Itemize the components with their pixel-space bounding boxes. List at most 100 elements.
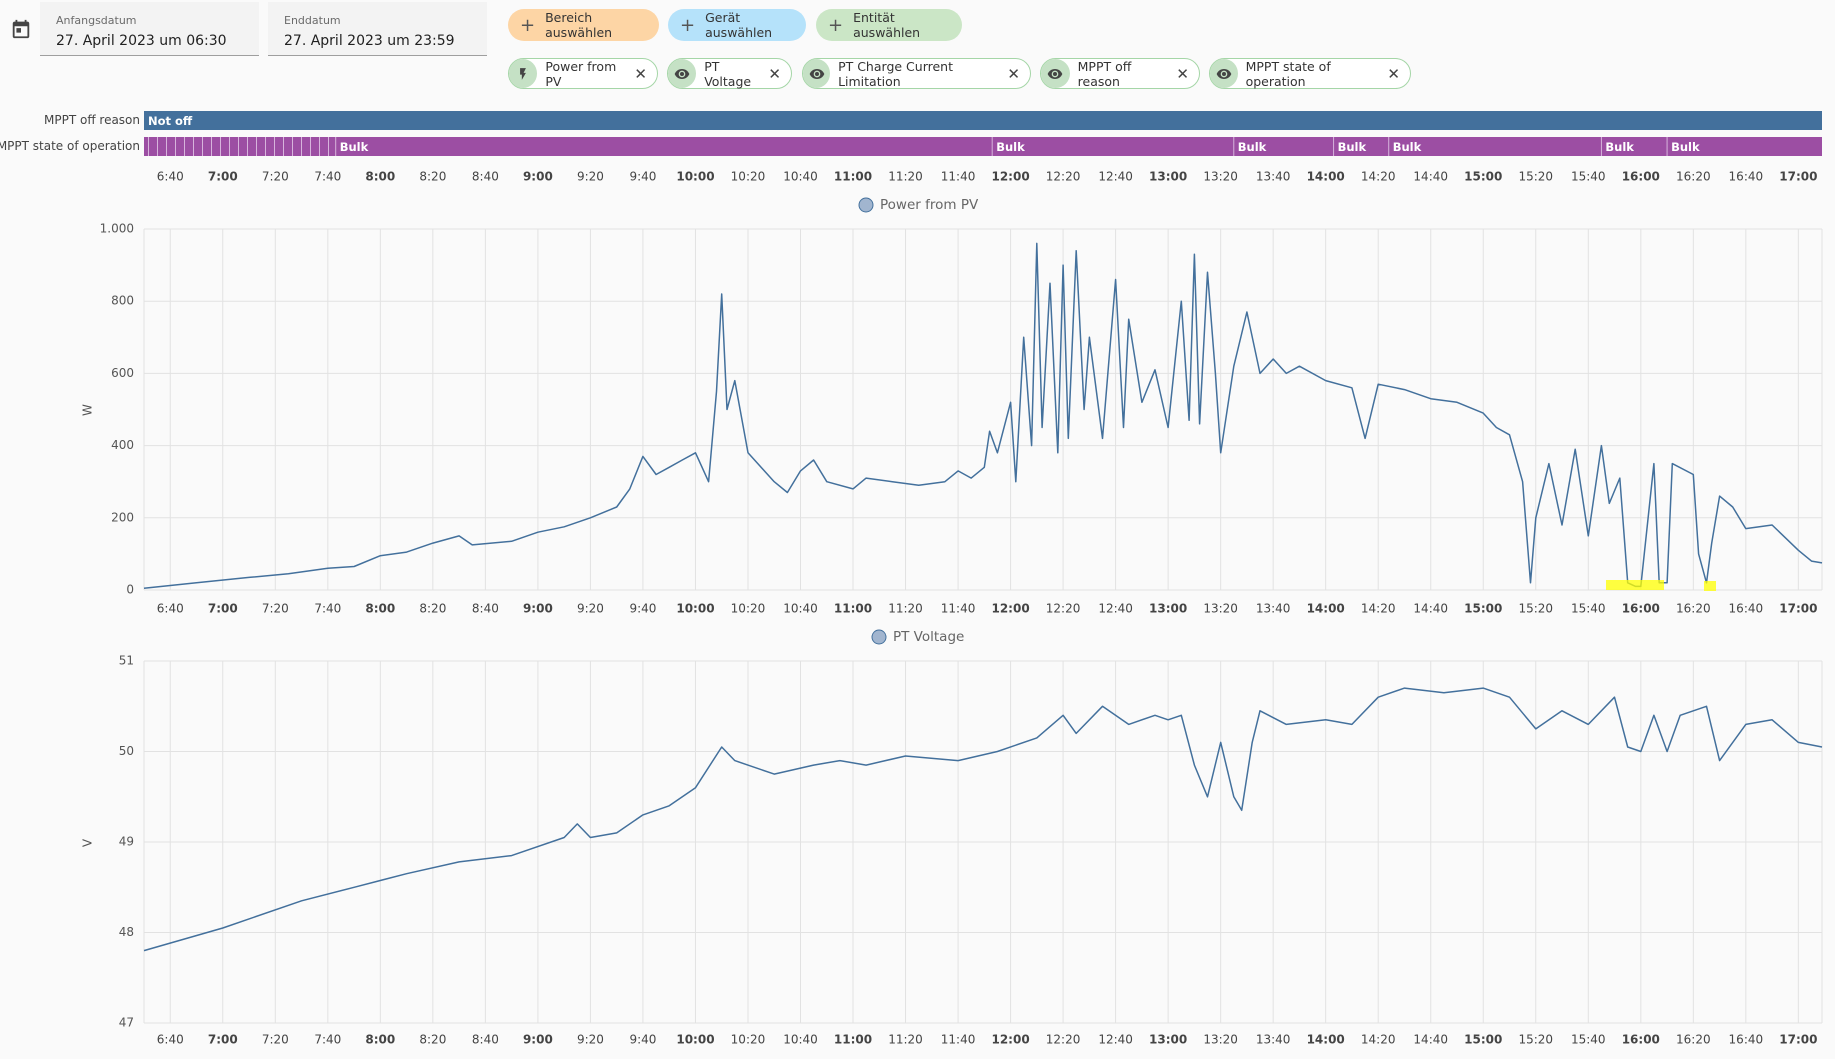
remove-chip[interactable]: ✕ bbox=[768, 64, 781, 83]
timeline-x-tick-label: 12:40 bbox=[1098, 170, 1133, 184]
x-tick-label: 14:40 bbox=[1413, 1033, 1448, 1047]
end-date[interactable]: Enddatum 27. April 2023 um 23:59 bbox=[268, 2, 487, 56]
remove-chip[interactable]: ✕ bbox=[1176, 64, 1189, 83]
timeline-row-label: MPPT state of operation bbox=[0, 139, 140, 153]
timeline-x-tick-label: 7:20 bbox=[262, 170, 289, 184]
y-axis-label: W bbox=[81, 404, 95, 416]
pick-device-button[interactable]: + Gerät auswählen bbox=[668, 9, 806, 41]
timeline-x-tick-label: 9:20 bbox=[577, 170, 604, 184]
y-tick-label: 47 bbox=[119, 1016, 134, 1030]
x-tick-label: 15:40 bbox=[1571, 602, 1606, 616]
x-tick-label: 14:20 bbox=[1361, 1033, 1396, 1047]
x-tick-label: 10:20 bbox=[731, 602, 766, 616]
timeline-segment bbox=[335, 137, 993, 156]
y-tick-label: 600 bbox=[111, 366, 134, 380]
x-tick-label: 13:00 bbox=[1149, 602, 1187, 616]
x-tick-label: 8:00 bbox=[365, 1033, 395, 1047]
data-line bbox=[143, 242, 1823, 589]
x-tick-label: 16:20 bbox=[1676, 1033, 1711, 1047]
x-tick-label: 11:40 bbox=[941, 602, 976, 616]
x-tick-label: 9:20 bbox=[577, 1033, 604, 1047]
entity-chip[interactable]: MPPT state of operation ✕ bbox=[1209, 58, 1411, 89]
y-tick-label: 0 bbox=[126, 583, 134, 597]
x-tick-label: 12:40 bbox=[1098, 1033, 1133, 1047]
remove-chip[interactable]: ✕ bbox=[634, 64, 647, 83]
remove-chip[interactable]: ✕ bbox=[1007, 64, 1020, 83]
y-tick-label: 48 bbox=[119, 925, 134, 939]
field-value: 27. April 2023 um 06:30 bbox=[56, 33, 227, 49]
timeline-x-tick-label: 17:00 bbox=[1779, 170, 1817, 184]
segment-label: Bulk bbox=[1338, 140, 1367, 154]
x-tick-label: 15:20 bbox=[1518, 602, 1553, 616]
timeline-x-tick-label: 11:20 bbox=[888, 170, 923, 184]
entity-chip[interactable]: Power from PV ✕ bbox=[508, 58, 658, 89]
highlight bbox=[1606, 580, 1664, 590]
remove-chip[interactable]: ✕ bbox=[1387, 64, 1400, 83]
data-line bbox=[143, 687, 1823, 952]
x-tick-label: 13:40 bbox=[1256, 1033, 1291, 1047]
timeline-x-tick-label: 15:20 bbox=[1518, 170, 1553, 184]
timeline-x-tick-label: 10:20 bbox=[731, 170, 766, 184]
timeline-x-tick-label: 16:20 bbox=[1676, 170, 1711, 184]
timeline-segment bbox=[144, 111, 1822, 130]
timeline-x-tick-label: 7:00 bbox=[208, 170, 238, 184]
x-tick-label: 8:20 bbox=[419, 1033, 446, 1047]
timeline-x-tick-label: 15:40 bbox=[1571, 170, 1606, 184]
x-tick-label: 16:00 bbox=[1622, 1033, 1660, 1047]
button-label: Gerät auswählen bbox=[705, 10, 773, 40]
timeline-x-tick-label: 11:40 bbox=[941, 170, 976, 184]
x-tick-label: 6:40 bbox=[157, 602, 184, 616]
legend-label: Power from PV bbox=[880, 197, 979, 213]
x-tick-label: 14:00 bbox=[1307, 1033, 1345, 1047]
x-tick-label: 14:20 bbox=[1361, 602, 1396, 616]
timeline-segment bbox=[992, 137, 1234, 156]
timeline-x-tick-label: 16:40 bbox=[1729, 170, 1764, 184]
x-tick-label: 17:00 bbox=[1779, 602, 1817, 616]
x-tick-label: 15:00 bbox=[1464, 1033, 1502, 1047]
button-label: Entität auswählen bbox=[853, 10, 921, 40]
x-tick-label: 12:00 bbox=[991, 1033, 1029, 1047]
x-tick-label: 16:40 bbox=[1729, 602, 1764, 616]
pick-area-button[interactable]: + Bereich auswählen bbox=[508, 9, 659, 41]
timeline-x-tick-label: 12:00 bbox=[991, 170, 1029, 184]
x-tick-label: 7:00 bbox=[208, 1033, 238, 1047]
x-tick-label: 9:20 bbox=[577, 602, 604, 616]
chip-label: MPPT state of operation bbox=[1245, 58, 1331, 89]
field-value: 27. April 2023 um 23:59 bbox=[284, 33, 455, 49]
x-tick-label: 13:40 bbox=[1256, 602, 1291, 616]
legend-label: PT Voltage bbox=[893, 629, 964, 645]
y-axis-label: V bbox=[81, 838, 95, 847]
x-tick-label: 10:20 bbox=[731, 1033, 766, 1047]
x-tick-label: 11:00 bbox=[834, 1033, 872, 1047]
timeline-x-tick-label: 10:00 bbox=[676, 170, 714, 184]
x-tick-label: 11:00 bbox=[834, 602, 872, 616]
timeline-x-tick-label: 6:40 bbox=[157, 170, 184, 184]
x-tick-label: 6:40 bbox=[157, 1033, 184, 1047]
calendar-icon[interactable] bbox=[10, 18, 32, 40]
x-tick-label: 7:40 bbox=[314, 1033, 341, 1047]
timeline-segment bbox=[1333, 137, 1389, 156]
x-tick-label: 12:20 bbox=[1046, 1033, 1081, 1047]
timeline-x-tick-label: 14:20 bbox=[1361, 170, 1396, 184]
entity-chip[interactable]: MPPT off reason ✕ bbox=[1040, 58, 1200, 89]
x-tick-label: 7:20 bbox=[262, 602, 289, 616]
start-date[interactable]: Anfangsdatum 27. April 2023 um 06:30 bbox=[40, 2, 259, 56]
x-tick-label: 8:40 bbox=[472, 602, 499, 616]
pick-entity-button[interactable]: + Entität auswählen bbox=[816, 9, 962, 41]
x-tick-label: 11:20 bbox=[888, 1033, 923, 1047]
timeline-x-tick-label: 15:00 bbox=[1464, 170, 1502, 184]
timeline-x-tick-label: 8:00 bbox=[365, 170, 395, 184]
x-tick-label: 17:00 bbox=[1779, 1033, 1817, 1047]
legend-marker bbox=[871, 629, 887, 645]
x-tick-label: 14:00 bbox=[1307, 602, 1345, 616]
entity-chip[interactable]: PT Voltage ✕ bbox=[667, 58, 792, 89]
timeline-x-tick-label: 14:40 bbox=[1413, 170, 1448, 184]
entity-chip[interactable]: PT Charge Current Limitation ✕ bbox=[802, 58, 1031, 89]
timeline-segment bbox=[1233, 137, 1334, 156]
x-tick-label: 9:00 bbox=[523, 1033, 553, 1047]
timeline-segment bbox=[1667, 137, 1822, 156]
y-tick-label: 200 bbox=[111, 510, 134, 524]
highlight bbox=[1704, 581, 1716, 591]
x-tick-label: 7:20 bbox=[262, 1033, 289, 1047]
timeline-x-tick-label: 13:40 bbox=[1256, 170, 1291, 184]
